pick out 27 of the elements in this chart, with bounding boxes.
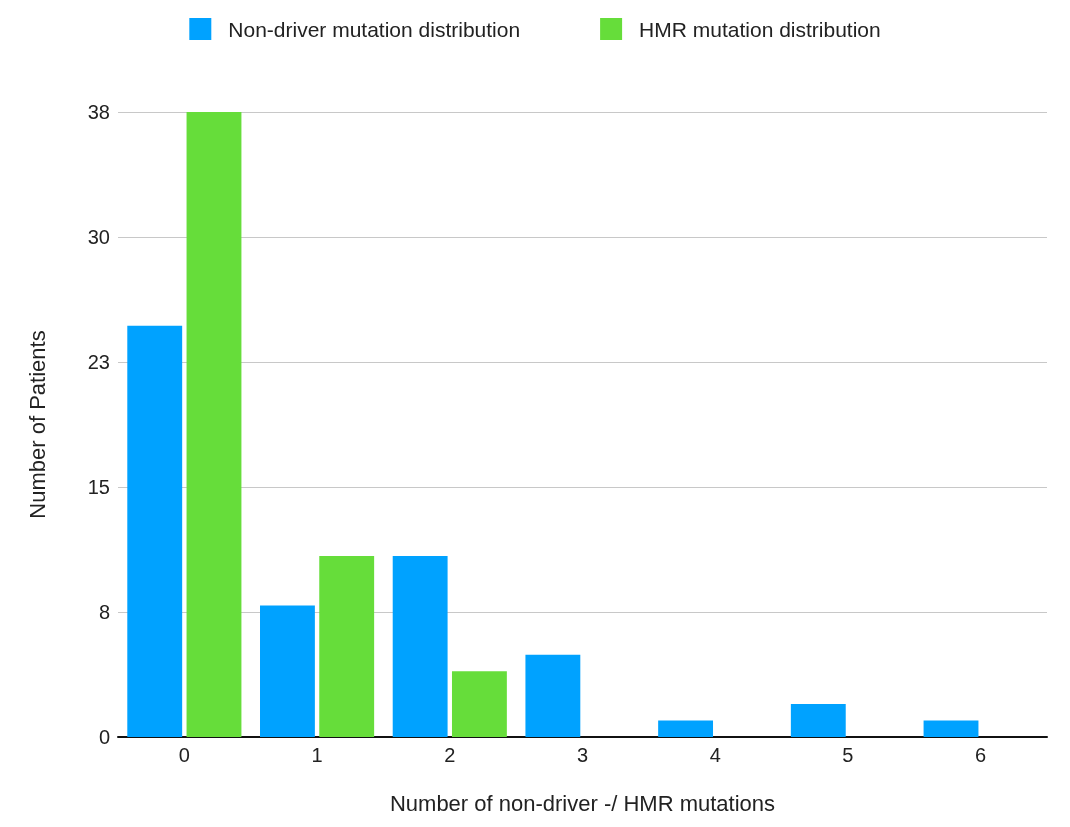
bar bbox=[260, 605, 315, 737]
legend-label: Non-driver mutation distribution bbox=[228, 17, 521, 41]
bar bbox=[923, 720, 979, 737]
legend-label: HMR mutation distribution bbox=[639, 17, 881, 41]
x-tick-label: 3 bbox=[576, 744, 589, 766]
x-tick-label: 2 bbox=[444, 744, 456, 766]
x-tick-label: 5 bbox=[842, 744, 854, 766]
y-tick-label: 15 bbox=[87, 476, 110, 498]
y-axis-title: Number of Patients bbox=[24, 330, 50, 519]
x-tick-label: 1 bbox=[311, 744, 323, 766]
bar bbox=[319, 556, 375, 737]
y-tick-label: 23 bbox=[87, 351, 110, 373]
bar bbox=[186, 112, 242, 737]
y-tick-label: 38 bbox=[87, 101, 110, 123]
bar bbox=[127, 325, 183, 737]
y-tick-label: 0 bbox=[98, 726, 110, 748]
y-tick-label: 8 bbox=[98, 601, 110, 623]
bar bbox=[658, 720, 714, 737]
x-tick-label: 4 bbox=[709, 744, 721, 766]
x-tick-label: 6 bbox=[975, 744, 987, 766]
bar bbox=[392, 556, 448, 737]
y-tick-label: 30 bbox=[87, 226, 110, 248]
x-axis-title: Number of non-driver -/ HMR mutations bbox=[389, 790, 776, 816]
bar bbox=[451, 671, 507, 737]
bar bbox=[790, 704, 846, 737]
x-tick-label: 0 bbox=[178, 744, 190, 766]
bar bbox=[525, 654, 581, 737]
